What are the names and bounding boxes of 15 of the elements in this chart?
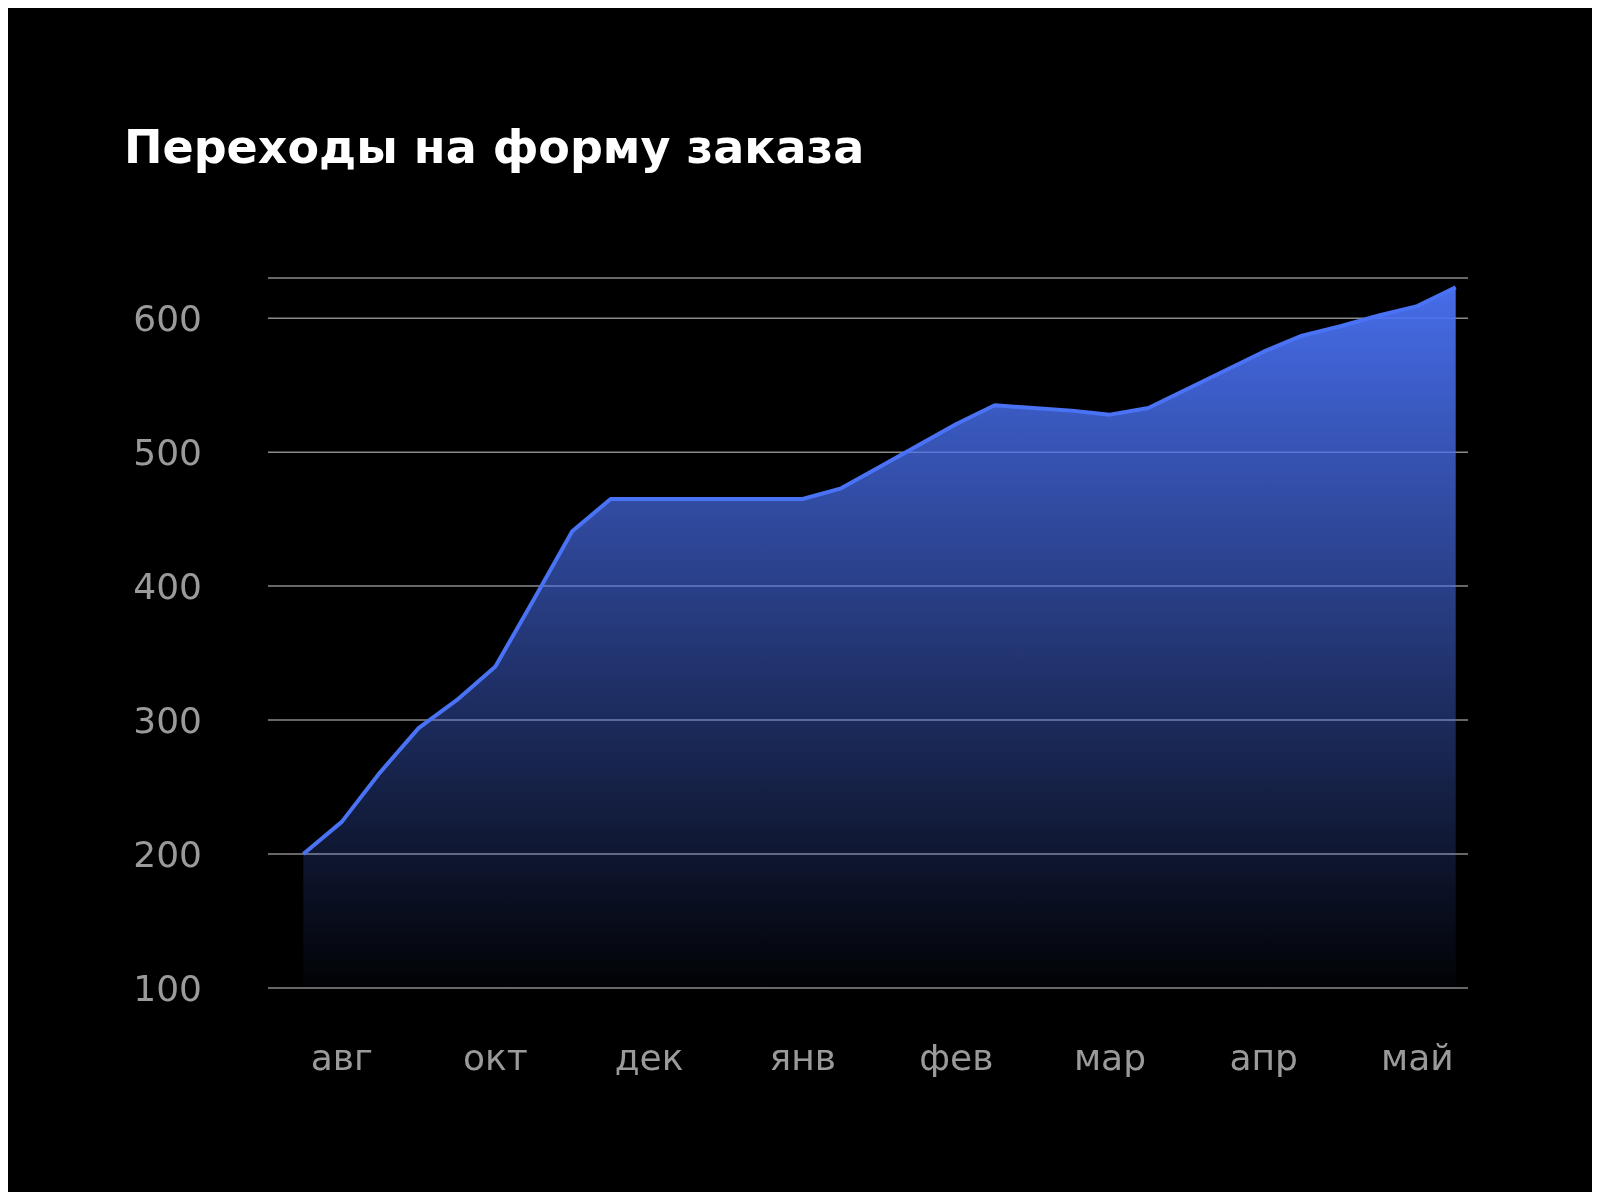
x-tick-label: мар: [1073, 1036, 1147, 1078]
chart-title: Переходы на форму заказа: [124, 120, 865, 174]
y-tick-label: 100: [133, 967, 202, 1009]
y-tick-label: 300: [133, 699, 202, 741]
y-tick-label: 200: [133, 833, 202, 875]
x-tick-label: окт: [463, 1036, 528, 1078]
y-tick-label: 600: [133, 297, 202, 339]
x-tick-label: дек: [614, 1036, 684, 1078]
y-tick-label: 500: [133, 431, 202, 473]
x-tick-label: янв: [769, 1036, 836, 1078]
x-tick-label: авг: [310, 1036, 373, 1078]
x-tick-label: май: [1380, 1036, 1454, 1078]
x-tick-label: фев: [919, 1036, 994, 1078]
y-tick-label: 400: [133, 565, 202, 607]
x-tick-label: апр: [1229, 1036, 1298, 1078]
